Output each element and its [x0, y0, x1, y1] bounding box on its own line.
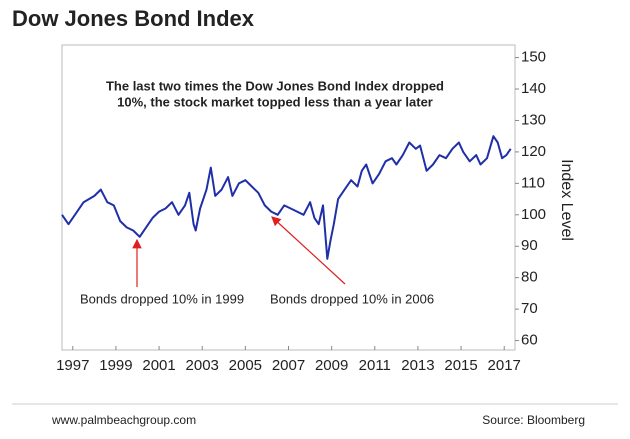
y-tick-label: 100	[521, 206, 546, 223]
x-tick-label: 2013	[401, 357, 434, 374]
x-tick-label: 2005	[229, 357, 262, 374]
x-tick-label: 2011	[359, 357, 391, 374]
x-tick-label: 2003	[186, 357, 219, 374]
x-tick-label: 2009	[315, 357, 348, 374]
x-tick-label: 1999	[99, 357, 132, 374]
y-tick-label: 150	[521, 49, 546, 66]
annotation: Bonds dropped 10% in 1999	[80, 291, 244, 306]
x-tick-label: 2001	[142, 357, 175, 374]
y-tick-label: 60	[521, 332, 538, 349]
footer-right: Source: Bloomberg	[482, 413, 585, 427]
annotation: Bonds dropped 10% in 2006	[270, 291, 434, 306]
y-tick-label: 120	[521, 143, 546, 160]
series-line	[61, 135, 512, 260]
chart-title: Dow Jones Bond Index	[12, 6, 255, 31]
y-tick-label: 140	[521, 80, 546, 97]
x-tick-label: 2017	[488, 357, 521, 374]
y-tick-label: 90	[521, 237, 538, 254]
y-tick-label: 110	[521, 174, 545, 191]
headline: 10%, the stock market topped less than a…	[117, 94, 433, 109]
x-tick-label: 2015	[444, 357, 477, 374]
y-tick-label: 70	[521, 300, 538, 317]
footer-left: www.palmbeachgroup.com	[51, 413, 196, 427]
y-axis-label: Index Level	[558, 159, 575, 241]
x-tick-label: 2007	[272, 357, 305, 374]
y-tick-label: 80	[521, 269, 538, 286]
annotation-arrow	[271, 216, 346, 285]
x-tick-label: 1997	[56, 357, 89, 374]
y-tick-label: 130	[521, 111, 546, 128]
headline: The last two times the Dow Jones Bond In…	[106, 78, 444, 93]
